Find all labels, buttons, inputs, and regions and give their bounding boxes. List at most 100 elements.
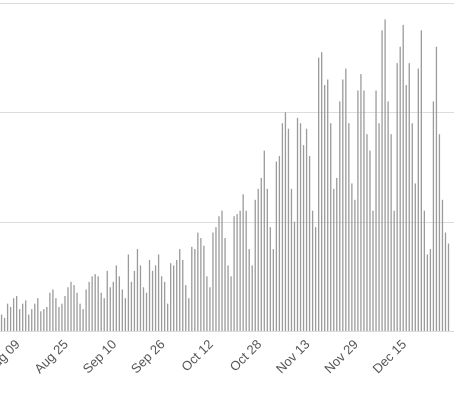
bar: [170, 263, 172, 331]
x-tick-label: Aug 09: [0, 337, 23, 377]
bar: [97, 276, 99, 331]
bar: [305, 128, 308, 331]
bar: [345, 68, 347, 331]
bar: [203, 245, 205, 331]
bar: [369, 150, 371, 331]
bar: [372, 210, 374, 331]
bar: [182, 259, 184, 331]
bar: [351, 183, 353, 331]
x-tick-label: Dec 15: [370, 337, 410, 377]
bar: [73, 285, 75, 331]
x-tick-label: Nov 13: [273, 337, 313, 377]
bar: [206, 276, 208, 331]
x-tick-label: Nov 29: [321, 337, 361, 377]
bar: [336, 177, 338, 331]
bar: [393, 210, 395, 331]
bar: [221, 210, 223, 331]
bar: [360, 74, 362, 332]
bar: [127, 254, 130, 331]
bar: [22, 303, 24, 331]
bar: [384, 19, 386, 332]
x-tick-label: Oct 12: [178, 337, 216, 375]
bar: [426, 254, 429, 331]
bar: [176, 259, 178, 331]
bar: [402, 24, 404, 331]
bar: [411, 123, 413, 332]
bar: [227, 265, 229, 331]
bar: [61, 303, 63, 331]
bar: [287, 128, 290, 331]
bar: [179, 249, 181, 331]
bar: [185, 285, 187, 331]
bar: [212, 232, 214, 331]
bar: [275, 161, 278, 331]
bar: [417, 68, 419, 331]
bar: [432, 101, 435, 332]
bar: [55, 298, 57, 331]
bar: [296, 117, 299, 331]
bar: [124, 298, 127, 331]
x-tick-label: Sep 10: [80, 337, 120, 377]
bar: [145, 292, 148, 331]
bar: [248, 249, 250, 331]
bar: [34, 303, 36, 331]
bar: [91, 276, 93, 331]
bar: [414, 183, 416, 331]
bar: [82, 309, 84, 331]
bar: [197, 232, 199, 331]
bar: [375, 90, 377, 331]
bar: [88, 281, 90, 331]
bar: [354, 199, 356, 331]
bar: [133, 270, 136, 331]
bar: [58, 306, 60, 331]
bar: [348, 123, 350, 332]
bar: [363, 90, 365, 331]
bar: [52, 289, 54, 331]
bar: [37, 298, 39, 331]
bar: [9, 306, 12, 331]
bar: [290, 188, 293, 331]
bar: [64, 296, 66, 331]
bar: [218, 216, 220, 331]
bar: [67, 287, 69, 331]
bar: [390, 134, 392, 331]
bar: [85, 289, 87, 331]
bar: [324, 85, 326, 331]
bar: [194, 249, 196, 331]
bar: [148, 259, 151, 331]
bar: [387, 101, 389, 332]
bar: [139, 265, 142, 331]
bar: [103, 298, 105, 331]
bar: [25, 300, 27, 331]
bar: [209, 287, 211, 331]
bar: [40, 311, 42, 331]
bar: [321, 52, 323, 331]
bar: [224, 238, 226, 331]
bar: [167, 303, 169, 331]
bar: [121, 289, 123, 331]
bar: [357, 90, 359, 331]
bar: [281, 123, 284, 332]
bar: [46, 306, 48, 331]
bar: [314, 227, 317, 331]
bar: [154, 265, 157, 331]
bar: [215, 227, 217, 331]
bar: [112, 281, 114, 331]
bar: [251, 265, 253, 331]
bar: [420, 30, 422, 331]
bar: [333, 188, 335, 331]
bar: [408, 63, 410, 332]
x-tick-label: Aug 25: [31, 337, 71, 377]
bar: [308, 156, 311, 331]
bar: [311, 210, 314, 331]
bar: [19, 309, 21, 331]
bar: [257, 188, 259, 331]
bar: [94, 274, 96, 331]
bar: [441, 199, 444, 331]
bar: [70, 281, 72, 331]
bar: [0, 314, 3, 331]
bar: [43, 309, 45, 331]
bar: [106, 270, 108, 331]
bar: [342, 79, 344, 332]
